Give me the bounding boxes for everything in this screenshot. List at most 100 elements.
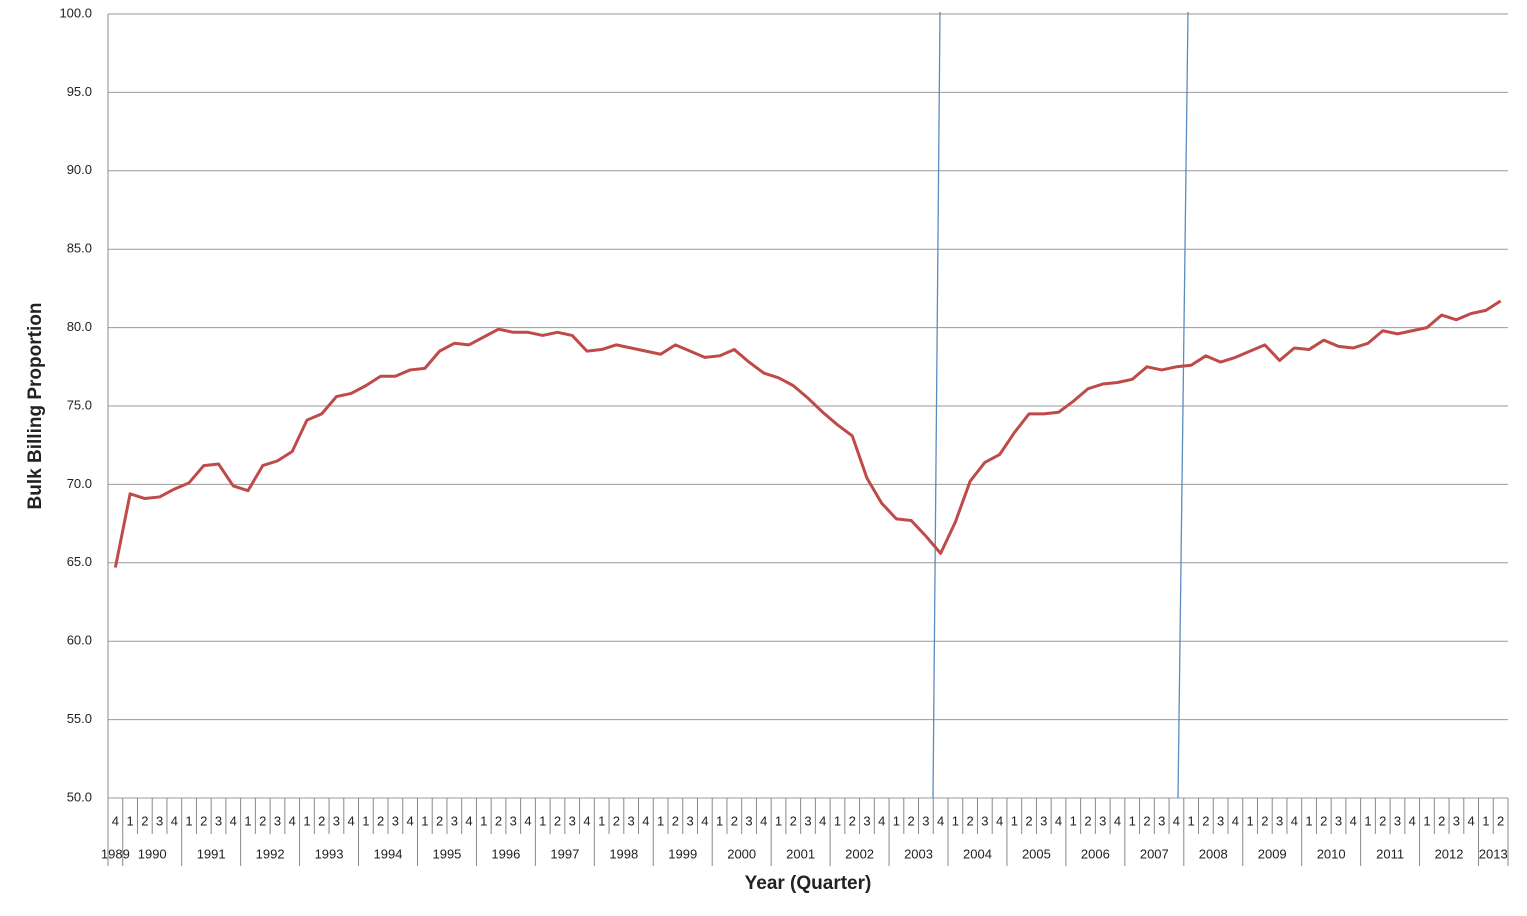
y-tick-label: 55.0 xyxy=(67,711,92,726)
x-tick-label: 4 xyxy=(465,813,472,828)
x-tick-label: 1 xyxy=(893,813,900,828)
x-tick-label: 2 xyxy=(1497,813,1504,828)
x-tick-label: 3 xyxy=(1099,813,1106,828)
x-tick-label: 2 xyxy=(966,813,973,828)
x-axis-title: Year (Quarter) xyxy=(745,873,872,894)
x-tick-label: 4 xyxy=(1055,813,1062,828)
x-group-label: 1998 xyxy=(609,846,638,861)
x-tick-label: 3 xyxy=(215,813,222,828)
x-group-label: 2008 xyxy=(1199,846,1228,861)
x-tick-label: 1 xyxy=(952,813,959,828)
x-tick-label: 1 xyxy=(657,813,664,828)
y-tick-label: 100.0 xyxy=(59,5,92,20)
y-tick-label: 65.0 xyxy=(67,554,92,569)
x-tick-label: 4 xyxy=(524,813,531,828)
x-tick-label: 2 xyxy=(790,813,797,828)
x-group-label: 1993 xyxy=(315,846,344,861)
x-tick-label: 3 xyxy=(1217,813,1224,828)
x-tick-label: 4 xyxy=(1232,813,1239,828)
x-tick-label: 1 xyxy=(1129,813,1136,828)
x-tick-label: 3 xyxy=(156,813,163,828)
x-tick-label: 4 xyxy=(230,813,237,828)
x-tick-label: 4 xyxy=(406,813,413,828)
x-tick-label: 3 xyxy=(510,813,517,828)
x-group-label: 2004 xyxy=(963,846,992,861)
x-group-label: 1991 xyxy=(197,846,226,861)
x-group-label: 2002 xyxy=(845,846,874,861)
x-tick-label: 3 xyxy=(1276,813,1283,828)
x-tick-label: 1 xyxy=(775,813,782,828)
x-tick-label: 3 xyxy=(569,813,576,828)
y-tick-label: 70.0 xyxy=(67,476,92,491)
x-tick-label: 2 xyxy=(1379,813,1386,828)
x-group-label: 1992 xyxy=(256,846,285,861)
x-tick-label: 3 xyxy=(333,813,340,828)
x-tick-label: 2 xyxy=(1025,813,1032,828)
y-tick-label: 60.0 xyxy=(67,633,92,648)
x-tick-label: 2 xyxy=(259,813,266,828)
x-group-label: 2011 xyxy=(1376,846,1404,861)
y-tick-label: 50.0 xyxy=(67,789,92,804)
x-group-label: 1989 xyxy=(101,846,130,861)
x-group-label: 1990 xyxy=(138,846,167,861)
x-group-label: 1999 xyxy=(668,846,697,861)
x-tick-label: 1 xyxy=(1246,813,1253,828)
x-tick-label: 1 xyxy=(480,813,487,828)
x-tick-label: 3 xyxy=(686,813,693,828)
x-tick-label: 1 xyxy=(539,813,546,828)
x-tick-label: 1 xyxy=(1305,813,1312,828)
x-tick-label: 4 xyxy=(878,813,885,828)
x-tick-label: 4 xyxy=(171,813,178,828)
x-tick-label: 1 xyxy=(185,813,192,828)
x-tick-label: 2 xyxy=(731,813,738,828)
x-tick-label: 2 xyxy=(1438,813,1445,828)
y-tick-label: 95.0 xyxy=(67,84,92,99)
x-tick-label: 4 xyxy=(289,813,296,828)
x-group-label: 2010 xyxy=(1317,846,1346,861)
x-tick-label: 2 xyxy=(200,813,207,828)
x-tick-label: 1 xyxy=(1188,813,1195,828)
x-tick-label: 4 xyxy=(583,813,590,828)
x-tick-label: 2 xyxy=(1084,813,1091,828)
x-tick-label: 1 xyxy=(716,813,723,828)
x-tick-label: 1 xyxy=(1423,813,1430,828)
y-tick-label: 90.0 xyxy=(67,162,92,177)
x-tick-label: 1 xyxy=(303,813,310,828)
x-tick-label: 2 xyxy=(554,813,561,828)
x-group-label: 2013 xyxy=(1479,846,1508,861)
x-tick-label: 2 xyxy=(1261,813,1268,828)
x-tick-label: 2 xyxy=(318,813,325,828)
x-tick-label: 4 xyxy=(642,813,649,828)
x-tick-label: 1 xyxy=(1482,813,1489,828)
x-group-label: 2009 xyxy=(1258,846,1287,861)
annotation-line xyxy=(932,11,941,799)
x-tick-label: 2 xyxy=(1320,813,1327,828)
x-tick-label: 1 xyxy=(834,813,841,828)
x-group-label: 2012 xyxy=(1435,846,1464,861)
x-tick-label: 2 xyxy=(613,813,620,828)
x-tick-label: 1 xyxy=(362,813,369,828)
x-tick-label: 3 xyxy=(451,813,458,828)
data-line xyxy=(113,299,1502,568)
x-tick-label: 4 xyxy=(760,813,767,828)
x-group-label: 1995 xyxy=(432,846,461,861)
x-tick-label: 1 xyxy=(598,813,605,828)
x-group-label: 2005 xyxy=(1022,846,1051,861)
x-tick-label: 2 xyxy=(141,813,148,828)
x-tick-label: 3 xyxy=(1394,813,1401,828)
x-tick-label: 4 xyxy=(1114,813,1121,828)
x-tick-label: 2 xyxy=(1202,813,1209,828)
x-group-label: 2000 xyxy=(727,846,756,861)
x-tick-label: 3 xyxy=(981,813,988,828)
x-group-label: 2003 xyxy=(904,846,933,861)
x-tick-label: 1 xyxy=(126,813,133,828)
x-tick-label: 3 xyxy=(863,813,870,828)
x-tick-label: 2 xyxy=(672,813,679,828)
x-tick-label: 3 xyxy=(804,813,811,828)
x-tick-label: 4 xyxy=(1291,813,1298,828)
x-tick-label: 3 xyxy=(745,813,752,828)
x-tick-label: 3 xyxy=(628,813,635,828)
x-tick-label: 1 xyxy=(1070,813,1077,828)
annotation-line xyxy=(1177,11,1189,799)
